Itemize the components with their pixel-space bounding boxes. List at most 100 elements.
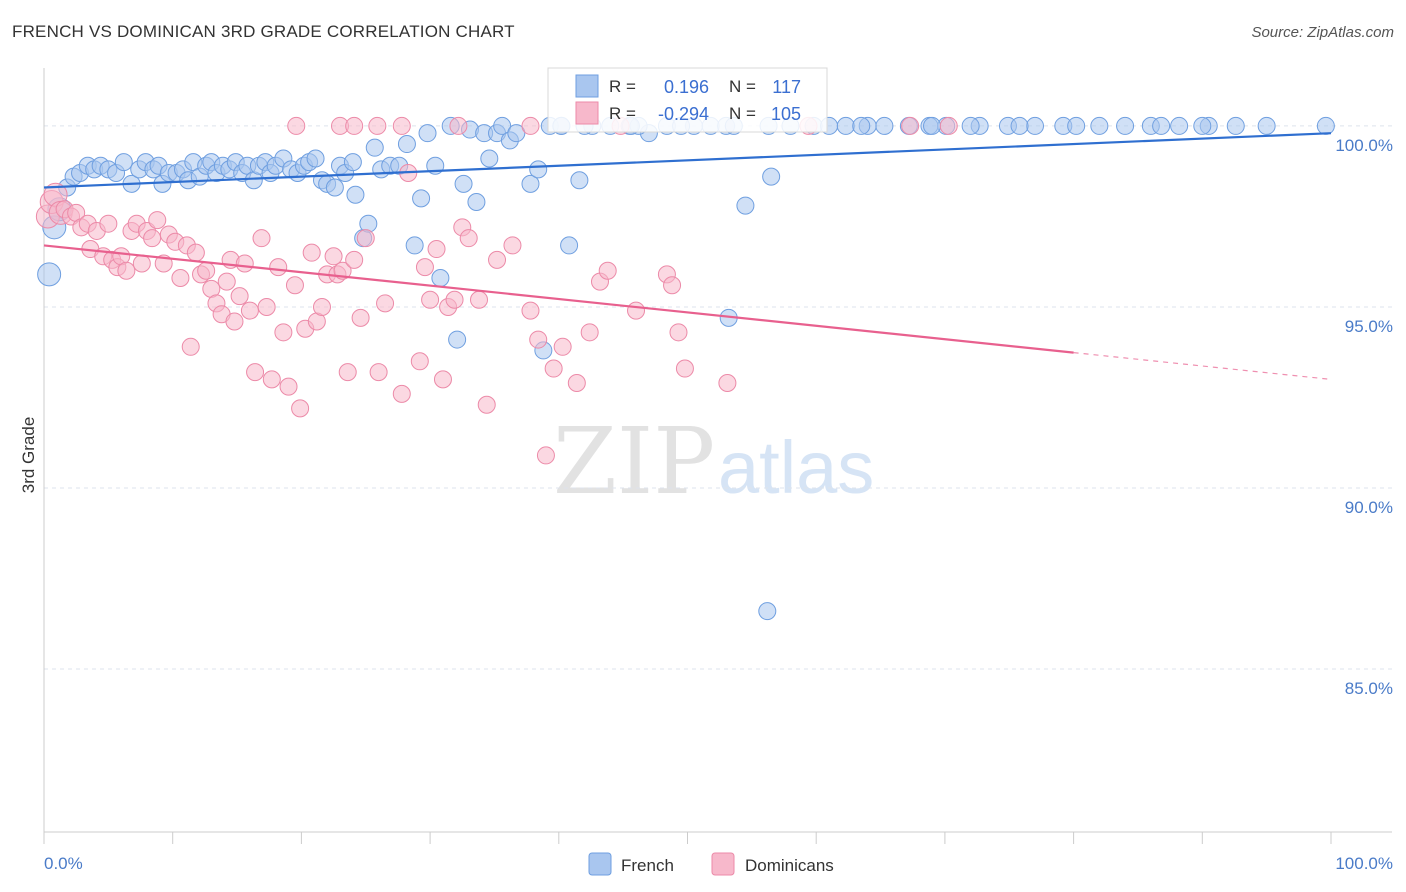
dominican-point [217,272,236,291]
dominican-point [901,116,920,135]
chart-source: Source: ZipAtlas.com [1251,24,1394,41]
dominican-point [553,337,572,356]
dominican-point [488,250,507,269]
dominican-point [181,337,200,356]
dominican-point [567,374,586,393]
dominican-point [521,301,540,320]
french-point [1226,116,1245,135]
dominican-point [529,330,548,349]
french-point [1067,116,1086,135]
french-point [529,160,548,179]
dominican-point [143,229,162,248]
dominican-point [477,395,496,414]
dominican-point [415,258,434,277]
dominican-point [262,370,281,389]
dominican-point [312,297,331,316]
french-point [346,185,365,204]
dominican-point [279,377,298,396]
dominican-point [663,276,682,295]
stats-legend-french-swatch [575,74,599,98]
dominican-point [132,254,151,273]
dominican-point [302,243,321,262]
french-point [448,330,467,349]
dominican-point [287,116,306,135]
stats-legend-french-r-label: R = [609,77,636,96]
y-axis-title: 3rd Grade [19,417,38,494]
dominican-point [338,363,357,382]
french-point [493,116,512,135]
dominican-point [99,214,118,233]
dominican-point [345,250,364,269]
legend-dominicans-label[interactable]: Dominicans [745,856,834,875]
dominican-point [257,297,276,316]
x-tick-label-min: 0.0% [44,854,83,873]
watermark-zip: ZIP [553,408,715,515]
y-tick-label: 85.0% [1345,679,1393,698]
chart-title: FRENCH VS DOMINICAN 3RD GRADE CORRELATIO… [12,22,515,41]
french-point [325,178,344,197]
trend-line-dominicans-extension [1073,352,1332,380]
dominican-point [351,308,370,327]
dominican-point [627,301,646,320]
dominican-point [410,352,429,371]
stats-legend-dominicans-swatch [575,101,599,125]
french-point [114,153,133,172]
dominican-point [230,287,249,306]
legend-dominicans-swatch[interactable] [711,852,735,876]
french-point [1193,116,1212,135]
french-point [418,124,437,143]
french-point [836,116,855,135]
legend-french-swatch[interactable] [588,852,612,876]
gridlines [44,125,1392,670]
french-point [1170,116,1189,135]
dominican-point [939,116,958,135]
dominican-point [186,243,205,262]
dominican-point [718,374,737,393]
french-point [1090,116,1109,135]
french-point [1025,116,1044,135]
dominican-point [521,116,540,135]
trend-line-french [43,132,1332,189]
french-point [431,269,450,288]
dominican-point [197,261,216,280]
french-point [923,116,942,135]
french-point [961,116,980,135]
dominican-point [246,363,265,382]
french-point [306,149,325,168]
watermark-atlas: atlas [718,426,874,509]
dominican-point [536,446,555,465]
dominican-point [235,254,254,273]
french-point [1316,116,1335,135]
french-point [412,189,431,208]
french-point [454,174,473,193]
dominican-point [345,116,364,135]
y-tick-label: 100.0% [1335,136,1393,155]
y-tick-label: 95.0% [1345,317,1393,336]
axes: 100.0% 95.0% 90.0% 85.0% 0.0% 100.0% [43,68,1393,873]
trend-lines [43,132,1332,380]
french-point [397,135,416,154]
stats-legend-dominicans-r-value: -0.294 [658,104,709,124]
legend-french-label[interactable]: French [621,856,674,875]
stats-legend-dominicans-n-label: N = [729,104,756,123]
french-point [1152,116,1171,135]
dominican-point [598,261,617,280]
french-point [758,602,777,621]
french-point [507,124,526,143]
dominican-point [433,370,452,389]
dominican-point [459,229,478,248]
french-point [1010,116,1029,135]
dominican-point [580,323,599,342]
dominican-point [240,301,259,320]
dominican-point [356,229,375,248]
trend-line-dominicans [43,244,1074,354]
french-point [762,167,781,186]
series-legend: French Dominicans [588,852,834,876]
dominican-point [470,290,489,309]
dominican-point [252,229,271,248]
dominican-point [369,363,388,382]
french-point [560,236,579,255]
x-tick-label-max: 100.0% [1335,854,1393,873]
dominican-point [291,399,310,418]
